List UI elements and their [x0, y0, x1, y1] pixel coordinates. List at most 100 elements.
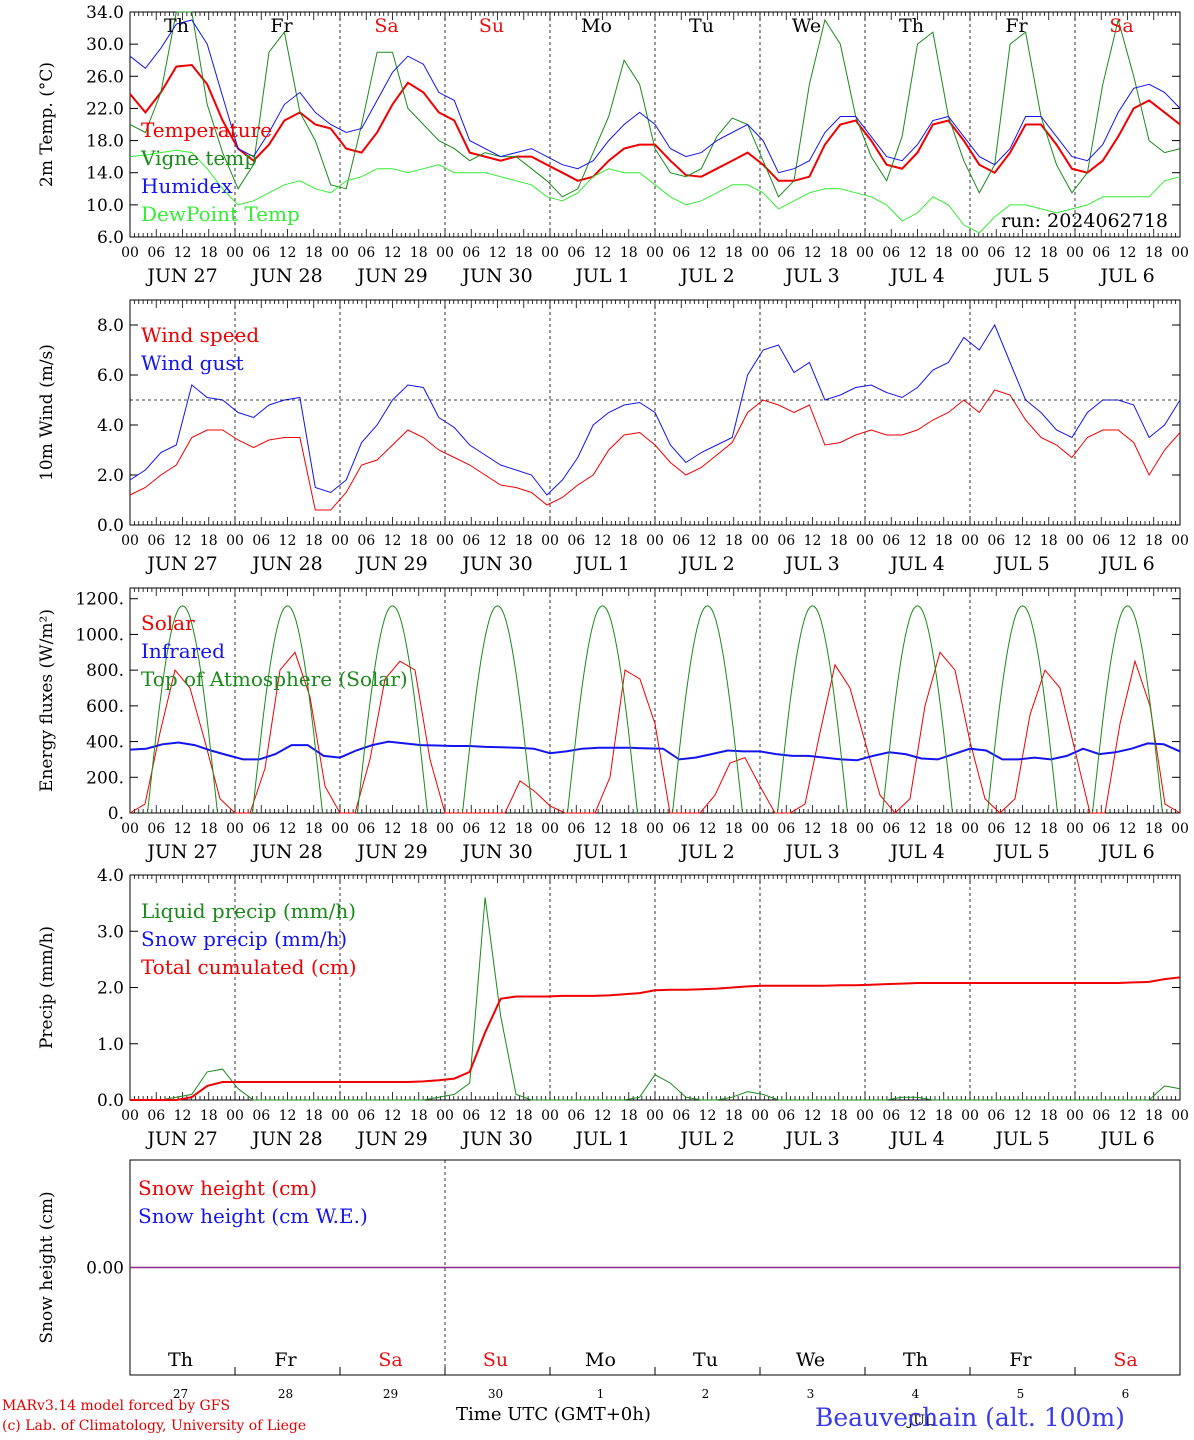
weekday-label: Sa: [1109, 15, 1133, 37]
x-hour-label: 12: [1119, 1108, 1137, 1124]
x-hour-label: 00: [1171, 821, 1189, 837]
x-date-label: JUN 27: [145, 1128, 217, 1150]
panel-5: 0.00 Snow height (cm) Snow height (cm) Snow…: [37, 1159, 1181, 1429]
weekday-label: Fr: [1005, 15, 1028, 37]
legend-entry: Liquid precip (mm/h): [141, 899, 356, 923]
day-number-label: 4: [912, 1387, 920, 1401]
weekday-label: Th: [168, 1349, 193, 1371]
x-hour-label: 18: [200, 533, 218, 549]
x-date-label: JUL 2: [678, 841, 734, 863]
legend-entry: DewPoint Temp: [141, 202, 300, 226]
x-hour-label: 00: [856, 245, 874, 261]
x-hour-label: 00: [1171, 1108, 1189, 1124]
x-date-label: JUL 4: [888, 265, 944, 287]
run-label: run: 2024062718: [1001, 210, 1168, 232]
x-hour-label: 00: [436, 1108, 454, 1124]
weekday-label: Su: [483, 1349, 508, 1371]
x-hour-label: 00: [331, 533, 349, 549]
y-tick-label: 0.00: [86, 1259, 124, 1279]
x-hour-label: 18: [620, 1108, 638, 1124]
weekday-label: Su: [479, 15, 504, 37]
x-hour-label: 18: [1040, 533, 1058, 549]
x-hour-label: 18: [830, 245, 848, 261]
x-hour-label: 12: [909, 533, 927, 549]
x-hour-label: 12: [594, 533, 612, 549]
x-hour-label: 18: [725, 1108, 743, 1124]
x-hour-label: 00: [541, 1108, 559, 1124]
x-date-label: JUL 3: [783, 1128, 839, 1150]
y-tick-label: 400.: [86, 733, 124, 753]
series-line-1: [129, 11, 1181, 198]
x-hour-label: 00: [1066, 245, 1084, 261]
weekday-label: Fr: [274, 1349, 297, 1371]
x-hour-label: 00: [1066, 1108, 1084, 1124]
x-hour-label: 06: [147, 245, 165, 261]
legend-entry: Snow height (cm): [138, 1176, 317, 1200]
x-hour-label: 18: [200, 1108, 218, 1124]
x-hour-label: 06: [462, 1108, 480, 1124]
x-hour-label: 12: [1119, 821, 1137, 837]
day-number-label: 1: [597, 1387, 605, 1401]
toa-solar-line: [462, 605, 533, 814]
weekday-label: Tu: [693, 1349, 718, 1371]
x-hour-label: 12: [279, 1108, 297, 1124]
y-tick-label: 3.0: [97, 922, 124, 942]
x-hour-label: 06: [252, 533, 270, 549]
x-hour-label: 06: [357, 1108, 375, 1124]
x-hour-label: 06: [777, 1108, 795, 1124]
x-hour-label: 18: [620, 533, 638, 549]
x-hour-label: 12: [1014, 1108, 1032, 1124]
weekday-label: We: [796, 1349, 825, 1371]
x-hour-label: 12: [699, 245, 717, 261]
x-hour-label: 12: [489, 1108, 507, 1124]
x-hour-label: 00: [541, 821, 559, 837]
x-hour-label: 12: [489, 533, 507, 549]
x-hour-label: 00: [541, 533, 559, 549]
x-date-label: JUL 1: [573, 841, 629, 863]
x-hour-label: 12: [594, 245, 612, 261]
x-date-label: JUL 5: [993, 841, 1049, 863]
x-hour-label: 00: [646, 533, 664, 549]
x-hour-label: 00: [436, 245, 454, 261]
x-date-label: JUL 1: [573, 265, 629, 287]
x-hour-label: 00: [121, 821, 139, 837]
x-hour-label: 00: [751, 533, 769, 549]
x-hour-label: 00: [646, 245, 664, 261]
x-hour-label: 12: [384, 821, 402, 837]
x-date-label: JUN 28: [250, 1128, 322, 1150]
x-hour-label: 12: [1014, 821, 1032, 837]
x-hour-label: 18: [305, 1108, 323, 1124]
x-hour-label: 00: [436, 821, 454, 837]
x-hour-label: 18: [935, 245, 953, 261]
x-date-label: JUL 1: [573, 1128, 629, 1150]
series-line-3: [129, 149, 1181, 234]
x-hour-label: 12: [279, 245, 297, 261]
x-hour-label: 18: [515, 533, 533, 549]
x-hour-label: 06: [252, 1108, 270, 1124]
toa-solar-line: [987, 605, 1058, 814]
x-hour-label: 12: [699, 533, 717, 549]
x-hour-label: 18: [515, 245, 533, 261]
x-hour-label: 06: [567, 245, 585, 261]
x-hour-label: 18: [410, 821, 428, 837]
day-number-label: 27: [173, 1387, 188, 1401]
x-hour-label: 06: [987, 1108, 1005, 1124]
y-tick-label: 18.0: [86, 132, 124, 152]
x-hour-label: 06: [882, 1108, 900, 1124]
x-hour-label: 18: [830, 533, 848, 549]
weekday-label: Th: [164, 15, 189, 37]
x-hour-label: 06: [252, 245, 270, 261]
x-date-label: JUL 1: [573, 553, 629, 575]
toa-solar-line: [357, 605, 428, 814]
day-number-label: 30: [488, 1387, 503, 1401]
y-tick-label: 34.0: [86, 3, 124, 23]
x-hour-label: 12: [699, 821, 717, 837]
x-hour-label: 06: [882, 821, 900, 837]
x-date-label: JUL 2: [678, 1128, 734, 1150]
y-tick-label: 26.0: [86, 67, 124, 87]
x-hour-label: 18: [1145, 821, 1163, 837]
weekday-label: Mo: [581, 15, 612, 37]
x-hour-label: 06: [882, 245, 900, 261]
weekday-label: Tu: [689, 15, 714, 37]
